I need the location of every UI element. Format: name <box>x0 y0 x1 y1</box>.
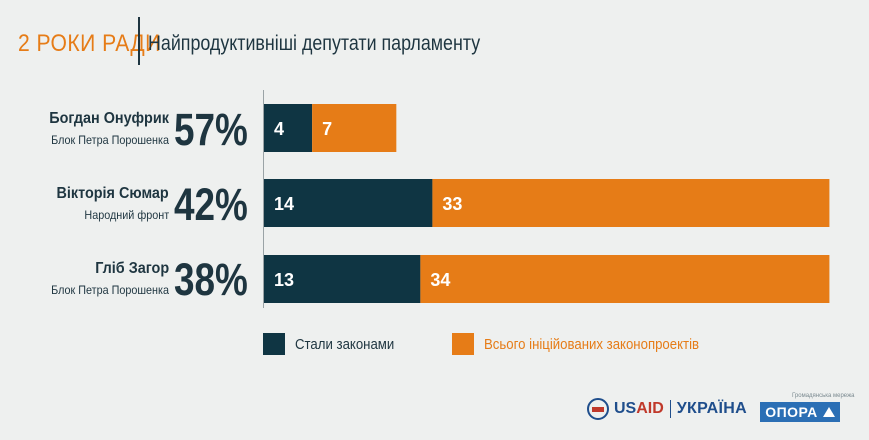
bar-label-initiated-0: 7 <box>322 119 332 139</box>
legend-swatch-initiated <box>452 333 474 355</box>
axis-line <box>263 90 264 308</box>
usaid-separator <box>669 400 671 418</box>
legend-label-initiated: Всього ініційованих законопроектів <box>484 335 700 353</box>
header: 2 РОКИ РАДИ <box>18 22 180 66</box>
bar-initiated-1 <box>432 179 830 227</box>
bar-laws-2 <box>264 255 421 303</box>
bar-label-laws-0: 4 <box>274 119 284 139</box>
bar-label-laws-1: 14 <box>274 194 294 214</box>
bar-label-initiated-1: 33 <box>442 194 462 214</box>
legend-label-laws: Стали законами <box>295 335 395 353</box>
legend-item-initiated: Всього ініційованих законопроектів <box>452 333 728 355</box>
bar-laws-0 <box>264 104 313 152</box>
bar-label-initiated-2: 34 <box>430 270 450 290</box>
row-percent-2: 38% <box>174 254 248 305</box>
usaid-logo: USAID УКРАЇНА <box>587 398 747 420</box>
opora-triangle-icon <box>822 407 835 417</box>
brand-title: 2 РОКИ РАДИ <box>18 30 161 57</box>
row-party-1: Народний фронт <box>84 208 169 222</box>
bar-laws-1 <box>264 179 433 227</box>
row-party-2: Блок Петра Порошенка <box>51 283 169 297</box>
bar-initiated-2 <box>420 255 830 303</box>
ukraine-wordmark: УКРАЇНА <box>676 400 747 417</box>
header-divider <box>138 17 140 65</box>
bar-label-laws-2: 13 <box>274 270 294 290</box>
row-percent-1: 42% <box>174 179 248 230</box>
chart-title: Найпродуктивніші депутати парламенту <box>148 32 481 55</box>
row-party-0: Блок Петра Порошенка <box>51 133 169 147</box>
usaid-seal-icon <box>587 398 609 420</box>
row-name-2: Гліб Загор <box>95 260 169 277</box>
legend-item-laws: Стали законами <box>263 333 408 355</box>
bar-initiated-0 <box>312 104 397 152</box>
usaid-aid: AID <box>636 400 664 417</box>
row-percent-0: 57% <box>174 104 248 155</box>
opora-wordmark: ОПОРА <box>765 404 818 420</box>
row-name-0: Богдан Онуфрик <box>49 110 169 127</box>
usaid-wordmark: USAID <box>614 400 664 418</box>
opora-logo: ОПОРА <box>760 402 840 422</box>
row-name-1: Вікторія Сюмар <box>56 185 169 202</box>
legend-swatch-laws <box>263 333 285 355</box>
opora-caption: Громадянська мережа <box>792 393 855 399</box>
usaid-us: US <box>614 400 637 417</box>
